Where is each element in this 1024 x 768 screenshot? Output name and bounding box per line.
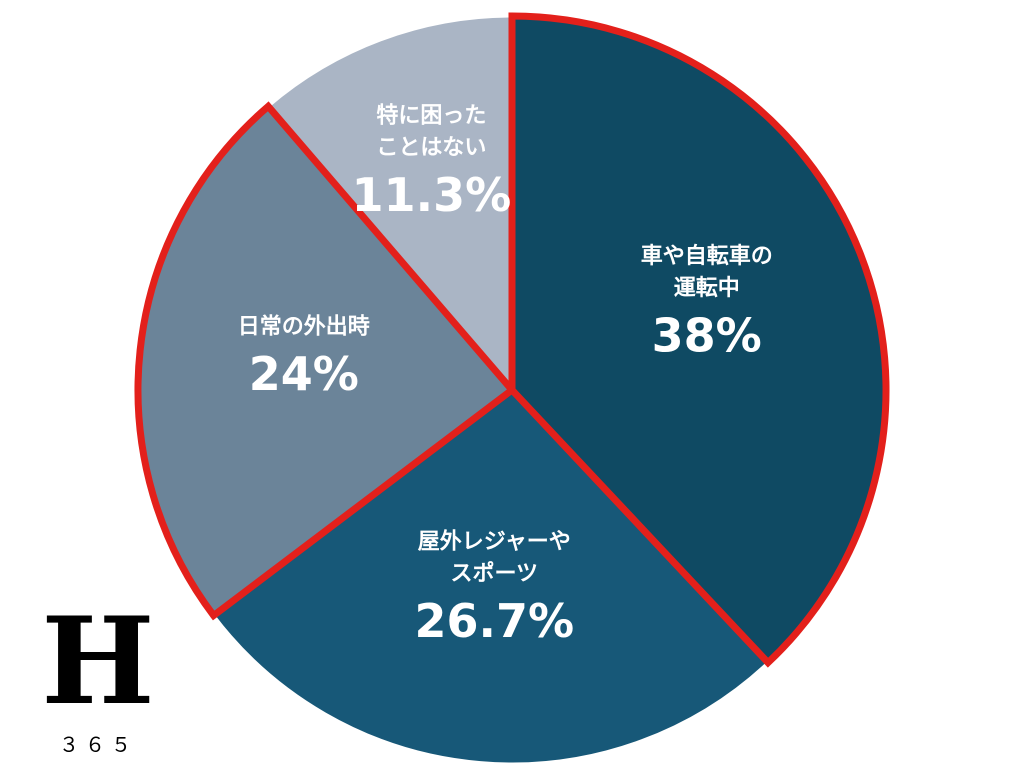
value-label: 24% [249,347,359,401]
pie-slice [211,387,771,766]
pie-slice [508,12,890,668]
value-label: 11.3% [352,168,512,222]
value-label: 38% [652,308,762,362]
slice-label: 屋外レジャーやスポーツ [418,529,571,587]
logo-number: ３６５ [59,733,137,757]
logo-letter: H [41,591,154,732]
slice-label: 日常の外出時 [238,314,370,340]
slices [134,12,890,766]
slice-label: 特に困ったことはない [376,103,486,161]
pie-slice [266,14,514,395]
pie-slice [134,101,518,621]
slice-label: 車や自転車の運転中 [641,243,773,301]
value-label: 26.7% [414,594,574,648]
